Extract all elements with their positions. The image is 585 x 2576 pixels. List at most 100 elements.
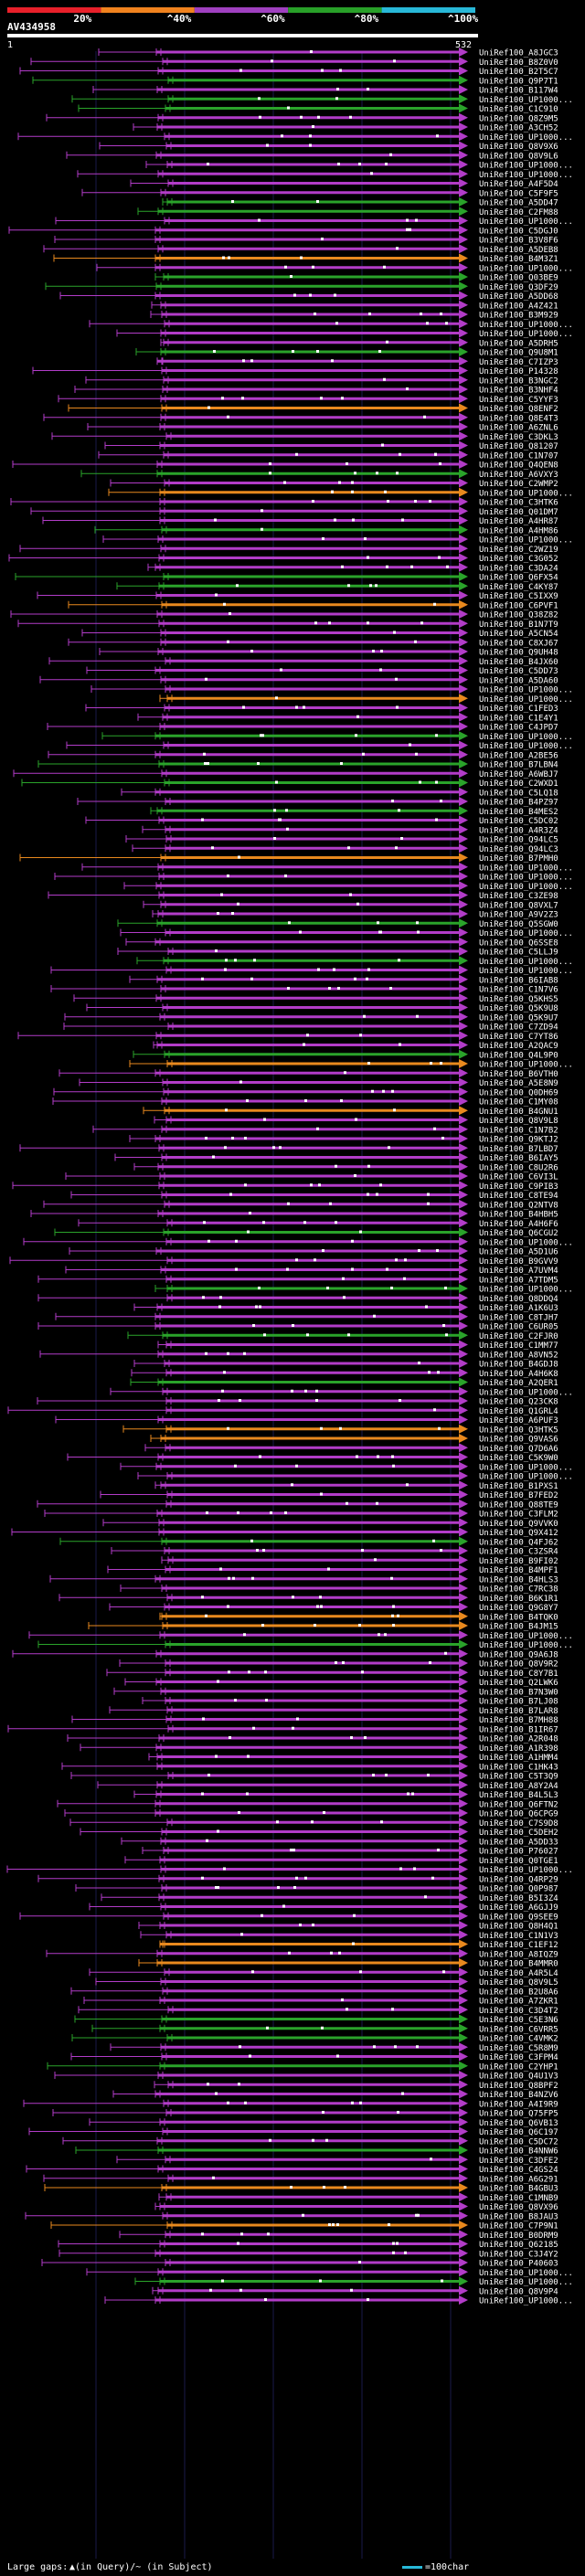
gap-marker	[237, 902, 239, 906]
gap-marker	[444, 1287, 447, 1289]
hit-arrow	[459, 1986, 468, 1996]
gap-marker	[373, 2045, 376, 2049]
hit-arrow	[459, 525, 468, 535]
hit-row: UniRef100_Q81207	[104, 440, 558, 451]
hit-row: UniRef100_UP1000...	[154, 1284, 573, 1295]
hit-row: UniRef100_A1HMM4	[148, 1752, 558, 1763]
hit-arrow	[459, 1555, 468, 1565]
hit-arrow	[459, 740, 468, 750]
hit-label: UniRef100_A2QER1	[479, 1379, 558, 1388]
hit-arrow	[459, 1002, 468, 1012]
gap-marker	[353, 1913, 356, 1917]
hit-arrow	[459, 722, 468, 731]
hit-arrow	[459, 2221, 468, 2230]
gap-marker	[326, 1287, 329, 1289]
gap-marker	[341, 1998, 344, 2001]
hit-label: UniRef100_C5YYF3	[479, 396, 558, 405]
hit-label: UniRef100_UP1000...	[479, 264, 573, 273]
hit-arrow	[459, 2023, 468, 2033]
hit-arrow	[459, 872, 468, 881]
hit-arrow	[459, 1864, 468, 1874]
gap-marker	[202, 1296, 205, 1299]
gap-marker	[316, 1127, 319, 1130]
gap-marker	[263, 1118, 266, 1121]
hit-arrow	[459, 1097, 468, 1106]
hit-arrow	[459, 1752, 468, 1762]
hit-label: UniRef100_B7LBD7	[479, 1145, 558, 1154]
hit-row: UniRef100_B4GNU1	[143, 1106, 558, 1117]
hit-arrow	[459, 2014, 468, 2024]
gap-marker	[335, 1221, 337, 1224]
gap-marker	[416, 2045, 419, 2049]
scale-label: ^60%	[261, 13, 285, 25]
gap-marker	[399, 1043, 401, 1046]
hit-row: UniRef100_B7LBD7	[19, 1143, 558, 1154]
hit-label: UniRef100_A8IQZ9	[479, 1950, 558, 1959]
hit-label: UniRef100_C2WMP2	[479, 480, 558, 489]
gap-marker	[411, 1792, 414, 1796]
hit-label: UniRef100_C5LQ18	[479, 789, 558, 798]
gap-marker	[384, 1633, 387, 1637]
hit-row: UniRef100_B8JAU3	[25, 2210, 558, 2221]
hit-row: UniRef100_C5T3Q9	[70, 1771, 558, 1782]
hit-label: UniRef100_Q0P987	[479, 1885, 558, 1894]
gap-marker	[429, 1661, 431, 1664]
hit-label: UniRef100_Q4U1V3	[479, 2072, 558, 2082]
footer-gaps-legend: ▲(in Query)/~ (in Subject)	[69, 2562, 213, 2572]
gap-marker	[328, 2223, 331, 2226]
hit-arrow	[459, 1967, 468, 1977]
gap-marker	[204, 762, 207, 765]
gap-marker	[212, 1155, 215, 1159]
hit-label: UniRef100_A3CH52	[479, 124, 558, 133]
hit-arrow	[459, 610, 468, 619]
hit-row: UniRef100_C1N1V3	[140, 1930, 558, 1941]
gap-marker	[234, 1699, 237, 1701]
gap-marker	[341, 397, 344, 400]
hit-row: UniRef100_B3NHF4	[74, 385, 558, 396]
hit-row: UniRef100_C5E3N6	[74, 2014, 558, 2025]
hit-label: UniRef100_UP1000...	[479, 171, 573, 180]
hit-row: UniRef100_A5CN54	[81, 628, 558, 639]
hit-arrow	[459, 843, 468, 853]
hit-arrow	[459, 881, 468, 891]
hit-row: UniRef100_UP1000...	[86, 2267, 573, 2278]
gap-marker	[310, 50, 313, 53]
gap-marker	[431, 1876, 434, 1880]
hit-arrow	[459, 1911, 468, 1921]
hit-row: UniRef100_B4GBU3	[44, 2183, 558, 2194]
hit-arrow	[459, 2108, 468, 2117]
gap-marker	[304, 1389, 307, 1393]
gap-marker	[399, 1399, 401, 1402]
gap-marker	[303, 705, 305, 709]
gap-marker	[319, 2279, 322, 2283]
hit-row: UniRef100_Q94LC3	[132, 843, 558, 854]
gap-marker	[207, 406, 210, 409]
hit-label: UniRef100_Q8E4T3	[479, 414, 558, 423]
gap-marker	[263, 1333, 266, 1337]
gap-marker	[286, 1267, 289, 1271]
hit-label: UniRef100_A5DD47	[479, 199, 558, 208]
hit-label: UniRef100_C2YHP1	[479, 2062, 558, 2072]
hit-arrow	[459, 1771, 468, 1780]
hit-arrow	[459, 1022, 468, 1031]
hit-row: UniRef100_Q8V9R2	[119, 1659, 558, 1670]
hit-arrow	[459, 1883, 468, 1892]
hit-row: UniRef100_B4MES2	[150, 806, 558, 817]
gap-marker	[302, 2213, 304, 2217]
hit-label: UniRef100_Q8V9P4	[479, 2287, 558, 2296]
hit-arrow	[459, 1818, 468, 1828]
hit-arrow	[459, 347, 468, 356]
gap-marker	[229, 1193, 232, 1196]
hit-label: UniRef100_C3G052	[479, 555, 558, 564]
hit-arrow	[459, 1489, 468, 1500]
hit-label: UniRef100_B7LBN4	[479, 761, 558, 770]
hit-label: UniRef100_B4TQK0	[479, 1613, 558, 1622]
gap-marker	[207, 2083, 209, 2086]
gap-marker	[288, 1951, 291, 1955]
hit-arrow	[459, 291, 468, 301]
hit-label: UniRef100_A4H6K8	[479, 1370, 558, 1379]
gap-marker	[237, 2242, 239, 2245]
hit-row: UniRef100_C3D4T2	[78, 2005, 558, 2016]
hit-label: UniRef100_A1K6U3	[479, 1304, 558, 1313]
hit-label: UniRef100_P14328	[479, 367, 558, 376]
